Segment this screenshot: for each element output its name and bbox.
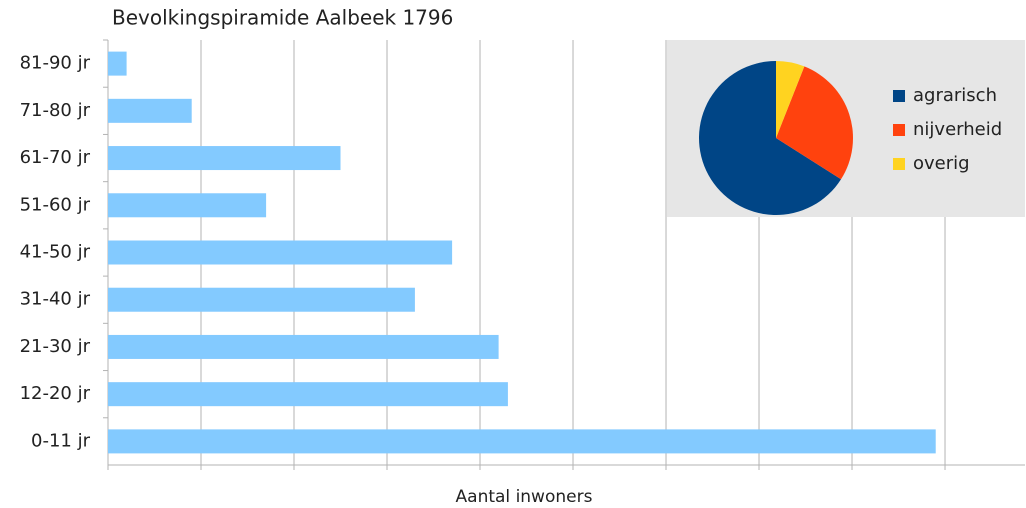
bar: [108, 382, 508, 407]
legend-label: overig: [913, 153, 970, 174]
bar: [108, 429, 936, 454]
bar: [108, 240, 453, 265]
y-tick-label: 81-90 jr: [20, 53, 91, 74]
bar: [108, 51, 127, 76]
chart-title: Bevolkingspiramide Aalbeek 1796: [112, 6, 453, 30]
legend-label: agrarisch: [913, 85, 997, 106]
pie-slice: [699, 61, 842, 215]
bar: [108, 334, 499, 359]
y-tick-label: 0-11 jr: [31, 430, 91, 451]
x-axis-label: Aantal inwoners: [456, 487, 593, 507]
bar: [108, 98, 192, 123]
bar: [108, 146, 341, 171]
legend-swatch: [893, 90, 905, 102]
legend-swatch: [893, 124, 905, 136]
y-tick-label: 61-70 jr: [20, 147, 91, 168]
pie-slice: [776, 61, 805, 138]
bar: [108, 193, 267, 218]
y-tick-label: 51-60 jr: [20, 194, 91, 215]
y-tick-label: 71-80 jr: [20, 100, 91, 121]
y-tick-label: 41-50 jr: [20, 242, 91, 263]
y-tick-label: 12-20 jr: [20, 383, 91, 404]
bar: [108, 287, 415, 312]
y-tick-label: 21-30 jr: [20, 336, 91, 357]
legend-label: nijverheid: [913, 119, 1002, 140]
pie-slice: [776, 66, 854, 180]
legend-swatch: [893, 158, 905, 170]
y-tick-label: 31-40 jr: [20, 289, 91, 310]
